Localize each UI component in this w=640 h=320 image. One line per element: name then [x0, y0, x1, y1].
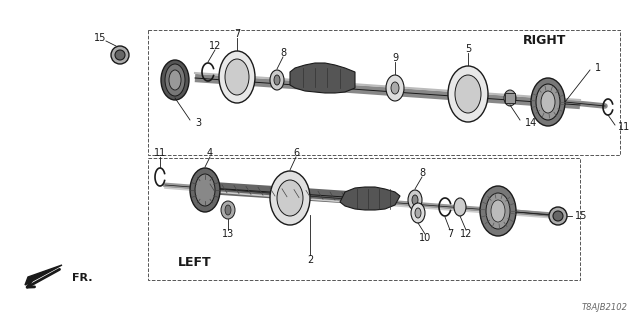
Ellipse shape — [270, 70, 284, 90]
Ellipse shape — [549, 207, 567, 225]
Ellipse shape — [536, 84, 560, 120]
Text: 12: 12 — [460, 229, 472, 239]
Text: 8: 8 — [419, 168, 425, 178]
Text: 1: 1 — [595, 63, 601, 73]
Ellipse shape — [274, 75, 280, 85]
Text: 8: 8 — [280, 48, 286, 58]
Polygon shape — [505, 93, 515, 103]
Text: LEFT: LEFT — [178, 255, 212, 268]
Ellipse shape — [411, 203, 425, 223]
Ellipse shape — [277, 180, 303, 216]
Text: 4: 4 — [207, 148, 213, 158]
Text: 11: 11 — [618, 122, 630, 132]
Ellipse shape — [115, 50, 125, 60]
Ellipse shape — [270, 171, 310, 225]
Ellipse shape — [486, 193, 510, 229]
Text: 15: 15 — [94, 33, 106, 43]
Ellipse shape — [541, 91, 555, 113]
Ellipse shape — [491, 200, 505, 222]
Polygon shape — [340, 187, 400, 210]
Ellipse shape — [454, 198, 466, 216]
Ellipse shape — [504, 90, 516, 106]
Ellipse shape — [161, 60, 189, 100]
Ellipse shape — [190, 168, 220, 212]
Polygon shape — [25, 265, 62, 285]
Ellipse shape — [480, 186, 516, 236]
Text: 3: 3 — [195, 118, 201, 128]
Ellipse shape — [221, 201, 235, 219]
Text: 14: 14 — [525, 118, 537, 128]
Text: 12: 12 — [209, 41, 221, 51]
Text: 11: 11 — [154, 148, 166, 158]
Polygon shape — [290, 63, 355, 93]
Ellipse shape — [455, 75, 481, 113]
Text: 6: 6 — [293, 148, 299, 158]
Ellipse shape — [169, 70, 181, 90]
Text: 15: 15 — [575, 211, 588, 221]
Ellipse shape — [111, 46, 129, 64]
Ellipse shape — [219, 51, 255, 103]
Ellipse shape — [415, 208, 421, 218]
Ellipse shape — [531, 78, 565, 126]
Text: 5: 5 — [465, 44, 471, 54]
Ellipse shape — [225, 59, 249, 95]
Text: 10: 10 — [419, 233, 431, 243]
Ellipse shape — [391, 82, 399, 94]
Ellipse shape — [386, 75, 404, 101]
Text: 7: 7 — [447, 229, 453, 239]
Text: RIGHT: RIGHT — [524, 34, 566, 46]
Ellipse shape — [553, 211, 563, 221]
Ellipse shape — [225, 205, 231, 215]
Text: 7: 7 — [234, 29, 240, 39]
Ellipse shape — [412, 195, 418, 205]
Text: T8AJB2102: T8AJB2102 — [582, 303, 628, 312]
Text: FR.: FR. — [72, 273, 93, 283]
Text: 13: 13 — [222, 229, 234, 239]
Ellipse shape — [408, 190, 422, 210]
Ellipse shape — [195, 174, 215, 206]
Ellipse shape — [165, 64, 185, 96]
Text: 9: 9 — [392, 53, 398, 63]
Text: 2: 2 — [307, 255, 313, 265]
Ellipse shape — [448, 66, 488, 122]
